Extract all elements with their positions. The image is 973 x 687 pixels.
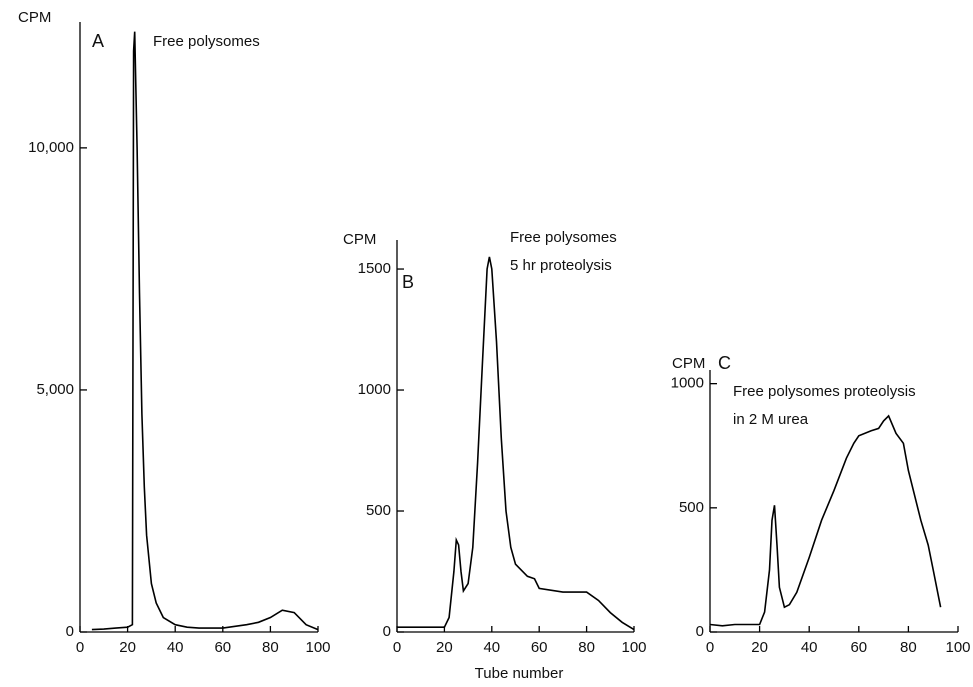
y-axis-label: CPM bbox=[672, 355, 705, 372]
y-tick-label: 5,000 bbox=[36, 381, 74, 398]
x-tick-label: 100 bbox=[305, 639, 330, 656]
x-axis-label: Tube number bbox=[475, 665, 564, 682]
data-line bbox=[709, 414, 942, 627]
annotation: Free polysomes bbox=[153, 33, 260, 50]
x-tick-label: 0 bbox=[706, 639, 714, 656]
x-tick-label: 40 bbox=[167, 639, 184, 656]
y-tick-label: 0 bbox=[383, 623, 391, 640]
y-axis-label: CPM bbox=[18, 9, 51, 26]
y-tick-label: 500 bbox=[366, 502, 391, 519]
x-tick-label: 80 bbox=[578, 639, 595, 656]
x-tick-label: 40 bbox=[483, 639, 500, 656]
y-axis-label: CPM bbox=[343, 231, 376, 248]
y-tick-label: 1000 bbox=[358, 381, 391, 398]
annotation: Free polysomes proteolysis bbox=[733, 383, 916, 400]
x-tick-label: 60 bbox=[531, 639, 548, 656]
y-tick-label: 1500 bbox=[358, 260, 391, 277]
annotation: 5 hr proteolysis bbox=[510, 257, 612, 274]
x-tick-label: 20 bbox=[119, 639, 136, 656]
x-tick-label: 0 bbox=[393, 639, 401, 656]
x-tick-label: 20 bbox=[751, 639, 768, 656]
x-tick-label: 100 bbox=[945, 639, 970, 656]
x-tick-label: 20 bbox=[436, 639, 453, 656]
panel-label: A bbox=[92, 31, 104, 51]
x-tick-label: 0 bbox=[76, 639, 84, 656]
y-tick-label: 10,000 bbox=[28, 139, 74, 156]
y-tick-label: 0 bbox=[66, 623, 74, 640]
y-tick-label: 1000 bbox=[671, 375, 704, 392]
y-tick-label: 0 bbox=[696, 623, 704, 640]
panel-label: B bbox=[402, 272, 414, 292]
x-tick-label: 60 bbox=[850, 639, 867, 656]
x-tick-label: 60 bbox=[214, 639, 231, 656]
data-line bbox=[397, 256, 635, 631]
x-tick-label: 40 bbox=[801, 639, 818, 656]
y-tick-label: 500 bbox=[679, 499, 704, 516]
annotation: in 2 M urea bbox=[733, 411, 809, 428]
data-line bbox=[91, 31, 319, 631]
x-tick-label: 100 bbox=[621, 639, 646, 656]
annotation: Free polysomes bbox=[510, 229, 617, 246]
x-tick-label: 80 bbox=[262, 639, 279, 656]
x-tick-label: 80 bbox=[900, 639, 917, 656]
panel-label: C bbox=[718, 353, 731, 373]
